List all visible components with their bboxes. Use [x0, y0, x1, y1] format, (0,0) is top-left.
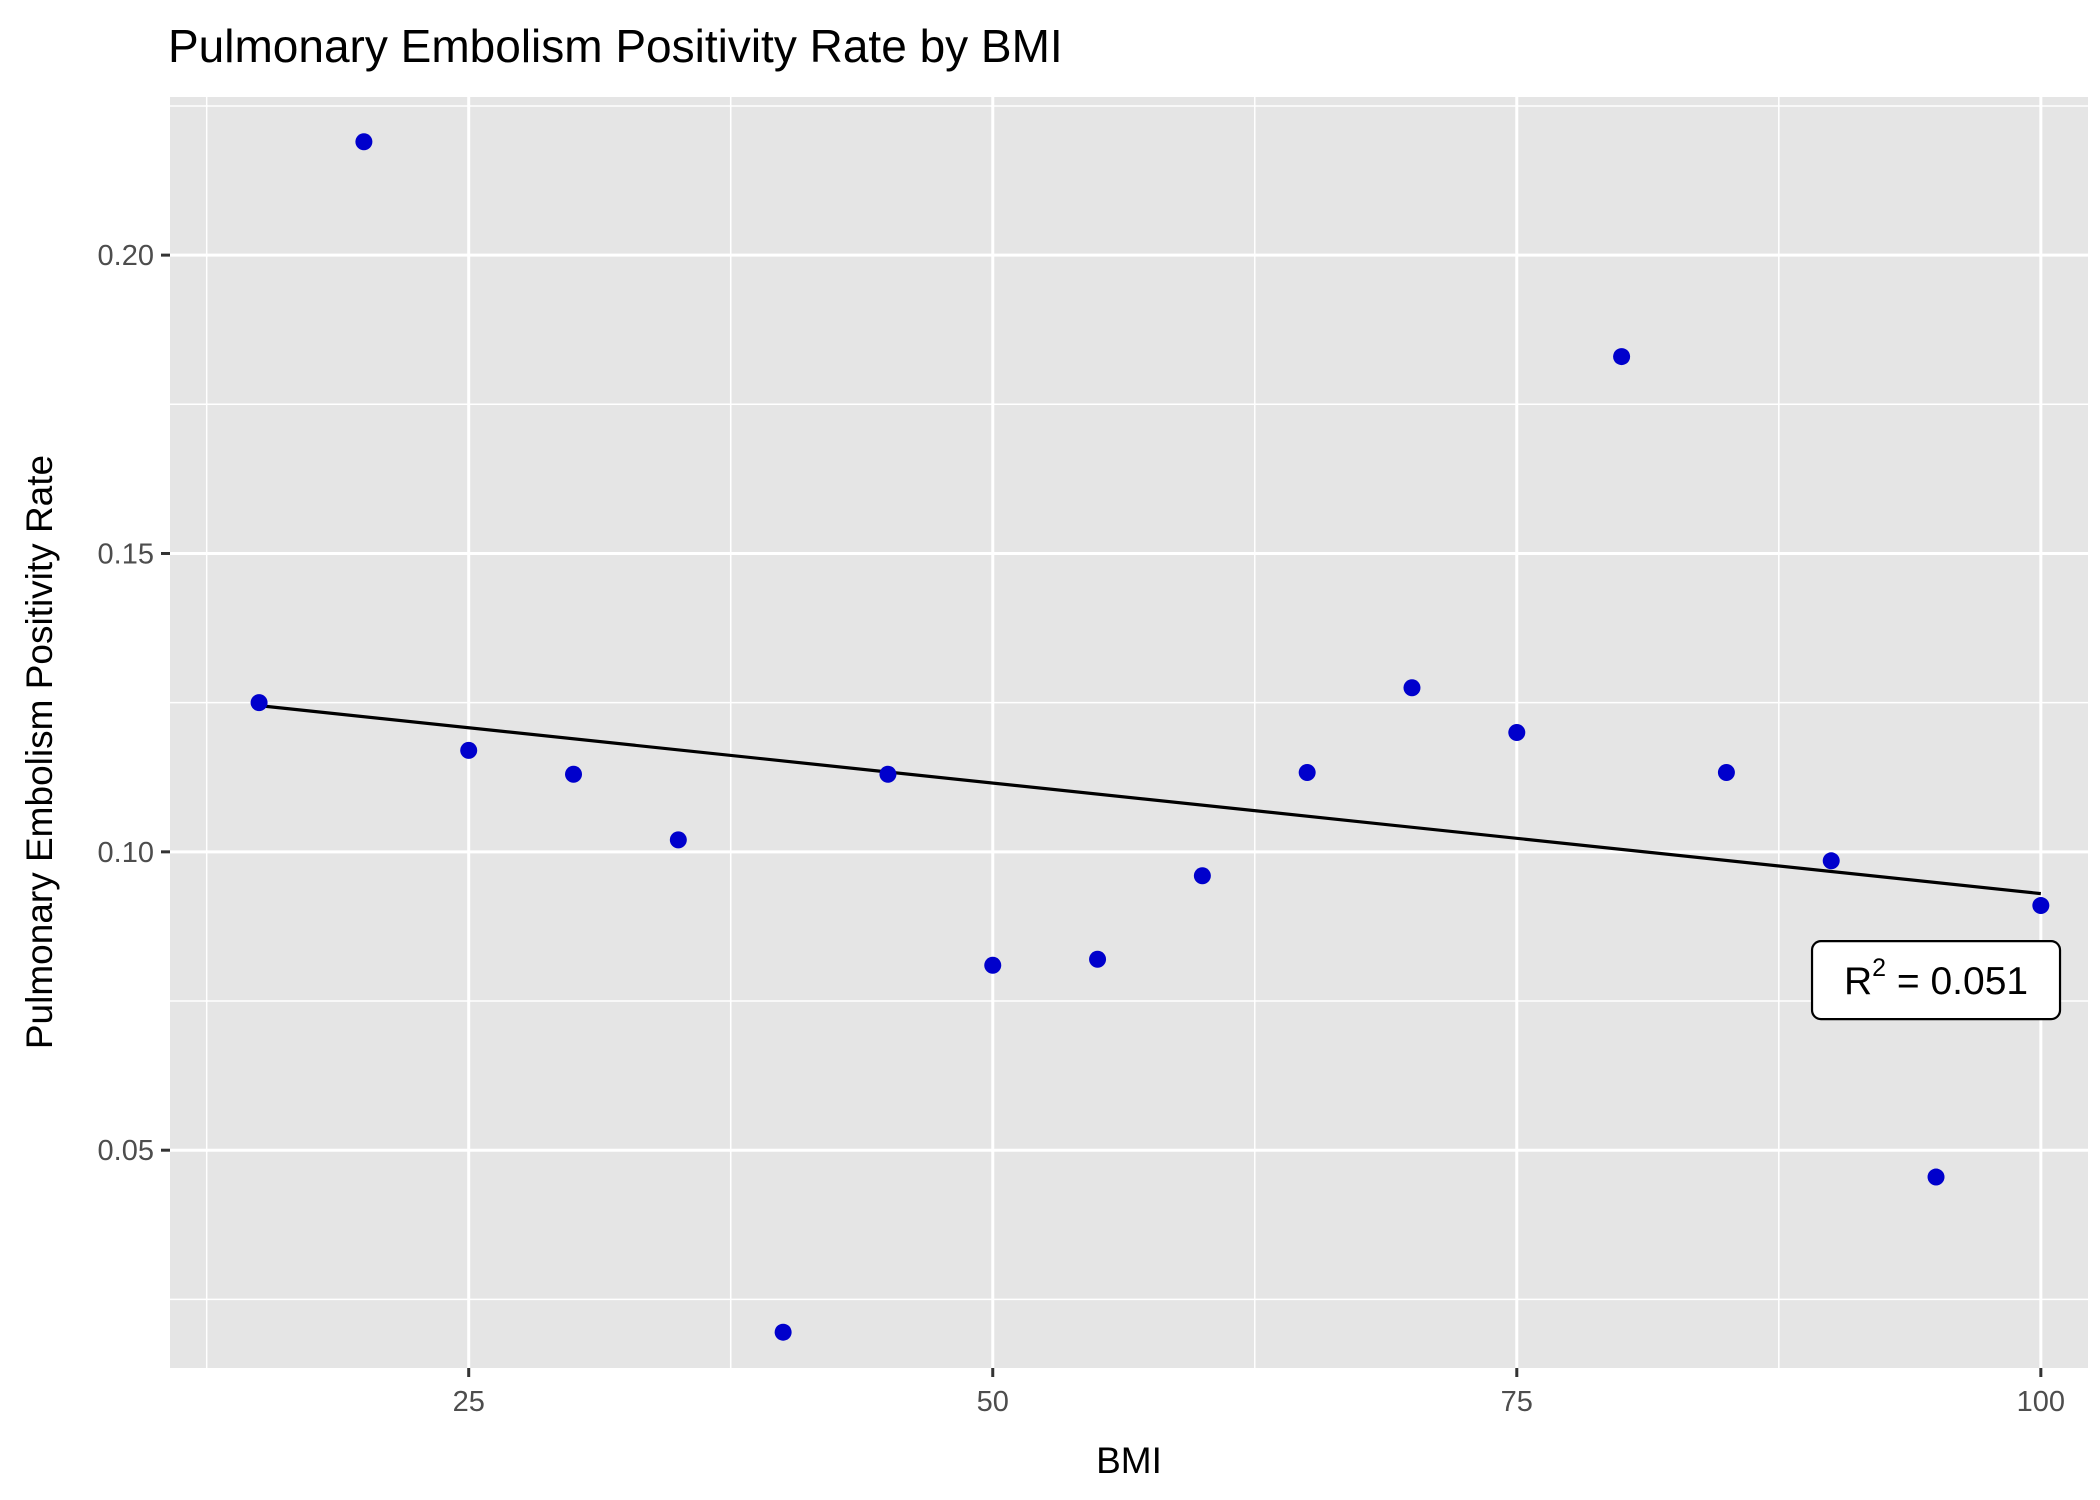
x-tick-label: 25 [453, 1386, 485, 1418]
y-tick-label: 0.05 [98, 1135, 154, 1167]
x-axis-title: BMI [1096, 1440, 1162, 1481]
data-point [1717, 763, 1735, 781]
data-points [250, 133, 2050, 1341]
annotation-box [1810, 940, 2062, 1021]
x-tick-label: 50 [977, 1386, 1009, 1418]
data-point [879, 765, 897, 783]
y-axis-title: Pulmonary Embolism Positivity Rate [19, 455, 60, 1049]
data-point [1298, 763, 1316, 781]
data-point [1403, 679, 1421, 697]
data-point [774, 1323, 792, 1341]
data-point [355, 133, 373, 151]
data-point [1822, 852, 1840, 870]
major-gridlines [170, 97, 2088, 1368]
data-point [2032, 897, 2050, 915]
x-tick-label: 100 [2017, 1386, 2065, 1418]
data-point [460, 741, 478, 759]
regression-line [258, 704, 2042, 896]
minor-gridlines [170, 97, 2088, 1368]
r-squared-annotation: R2 = 0.051 [1810, 940, 2062, 1021]
y-tick-label: 0.20 [98, 240, 154, 272]
trendline-layer [258, 704, 2042, 896]
data-point [250, 694, 268, 712]
x-axis: 25 50 75 100 [453, 1368, 2065, 1418]
data-point [1193, 867, 1211, 885]
data-point [1927, 1168, 1945, 1186]
data-point [565, 765, 583, 783]
plot-panel [170, 97, 2088, 1368]
y-tick-label: 0.15 [98, 538, 154, 570]
data-point [1089, 950, 1107, 968]
y-axis: 0.05 0.10 0.15 0.20 [98, 240, 170, 1167]
data-point [1613, 348, 1631, 366]
data-point [669, 831, 687, 849]
chart-title: Pulmonary Embolism Positivity Rate by BM… [168, 20, 1063, 72]
r-squared-label: R2 = 0.051 [1844, 954, 2028, 1003]
y-tick-label: 0.10 [98, 837, 154, 869]
data-point [1508, 724, 1526, 741]
data-point [984, 956, 1002, 974]
x-tick-label: 75 [1501, 1386, 1533, 1418]
